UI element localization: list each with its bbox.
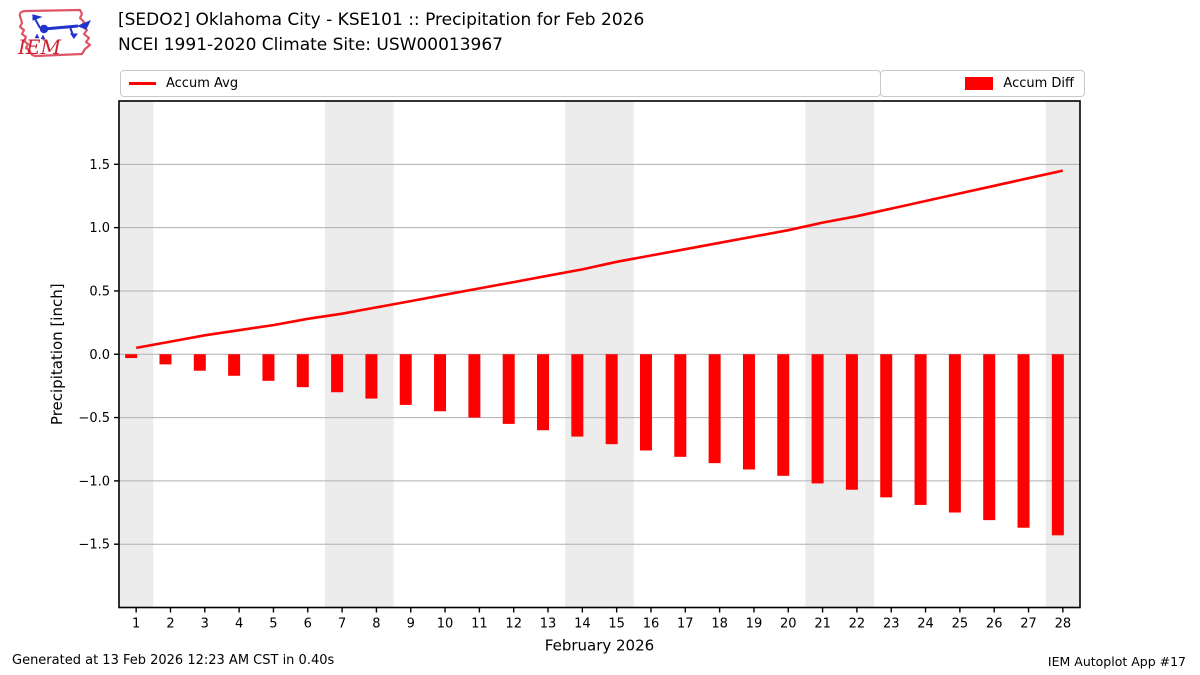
- accum-diff-bar: [948, 354, 961, 513]
- accum-diff-bar: [1017, 354, 1030, 528]
- y-tick-label: −1.5: [78, 538, 110, 553]
- accum-diff-bar: [845, 354, 858, 490]
- x-tick-label: 17: [677, 617, 694, 632]
- accum-diff-bar: [365, 354, 378, 399]
- x-tick-label: 6: [304, 617, 312, 632]
- x-tick-label: 25: [952, 617, 969, 632]
- chart-header: [SEDO2] Oklahoma City - KSE101 :: Precip…: [118, 8, 644, 58]
- x-tick-label: 4: [235, 617, 243, 632]
- y-tick-label: −0.5: [78, 411, 110, 426]
- x-tick-label: 22: [849, 617, 866, 632]
- x-tick-label: 13: [540, 617, 557, 632]
- y-axis-label: Precipitation [inch]: [48, 283, 66, 425]
- x-tick-label: 26: [986, 617, 1003, 632]
- x-tick-label: 27: [1020, 617, 1037, 632]
- x-tick-label: 23: [883, 617, 900, 632]
- x-tick-label: 2: [166, 617, 174, 632]
- accum-avg-line: [135, 169, 1064, 350]
- accum-diff-bar: [1051, 354, 1064, 536]
- y-tick-label: 0.5: [89, 284, 110, 299]
- x-tick-label: 19: [746, 617, 763, 632]
- weather-vane-icon: [32, 14, 92, 40]
- x-tick-label: 5: [269, 617, 277, 632]
- iem-logo: IEM: [17, 8, 92, 59]
- x-tick-label: 10: [437, 617, 454, 632]
- x-tick-label: 9: [407, 617, 415, 632]
- accum-diff-bar: [262, 354, 275, 381]
- accum-diff-bar: [811, 354, 824, 484]
- x-tick-label: 11: [471, 617, 488, 632]
- x-tick-label: 7: [338, 617, 346, 632]
- accum-diff-bar: [742, 354, 755, 470]
- accum-diff-bar: [399, 354, 412, 405]
- accum-diff-bar: [125, 354, 138, 359]
- accum-diff-rect-swatch: [965, 77, 994, 90]
- accum-diff-bar: [537, 354, 550, 431]
- iem-logo-text: IEM: [17, 35, 62, 59]
- x-tick-label: 1: [132, 617, 140, 632]
- accum-diff-bar: [708, 354, 721, 464]
- accum-diff-bar: [605, 354, 618, 445]
- x-tick-label: 3: [201, 617, 209, 632]
- accum-diff-bar: [434, 354, 447, 412]
- y-tick-label: −1.0: [78, 474, 110, 489]
- x-tick-label: 18: [711, 617, 728, 632]
- x-tick-label: 21: [814, 617, 831, 632]
- accum-avg-label: Accum Avg: [166, 76, 239, 91]
- accum-diff-bar: [502, 354, 515, 424]
- x-tick-label: 14: [574, 617, 591, 632]
- accum-diff-bar: [468, 354, 481, 418]
- accum-diff-label: Accum Diff: [1003, 76, 1074, 91]
- accum-diff-bar: [228, 354, 241, 376]
- accum-diff-bar: [193, 354, 206, 371]
- page-subtitle: NCEI 1991-2020 Climate Site: USW00013967: [118, 35, 503, 55]
- accum-diff-bar: [571, 354, 584, 437]
- accum-diff-bar: [639, 354, 652, 451]
- accum-diff-bar: [880, 354, 893, 498]
- generated-timestamp: Generated at 13 Feb 2026 12:23 AM CST in…: [12, 653, 335, 668]
- accum-diff-bar: [674, 354, 687, 457]
- accum-diff-bar: [914, 354, 927, 505]
- accum-diff-bar: [296, 354, 309, 388]
- x-axis-label: February 2026: [545, 637, 654, 655]
- legend-accum-diff: Accum Diff: [880, 70, 1085, 97]
- x-tick-label: 20: [780, 617, 797, 632]
- x-tick-label: 24: [917, 617, 934, 632]
- page-title: [SEDO2] Oklahoma City - KSE101 :: Precip…: [118, 10, 645, 30]
- autoplot-app-credit: IEM Autoplot App #17: [1047, 654, 1186, 669]
- legend-accum-avg: Accum Avg: [120, 70, 881, 97]
- accum-diff-bar: [331, 354, 344, 393]
- x-tick-label: 28: [1055, 617, 1072, 632]
- accum-diff-bar: [983, 354, 996, 521]
- x-tick-label: 12: [505, 617, 522, 632]
- y-tick-label: 1.0: [89, 221, 110, 236]
- accum-avg-line-swatch: [129, 82, 156, 85]
- accum-diff-bar: [159, 354, 172, 365]
- x-tick-label: 8: [372, 617, 380, 632]
- x-tick-label: 16: [643, 617, 660, 632]
- y-tick-label: 1.5: [89, 158, 110, 173]
- accum-diff-bar: [777, 354, 790, 476]
- y-tick-label: 0.0: [89, 348, 110, 363]
- x-tick-label: 15: [608, 617, 625, 632]
